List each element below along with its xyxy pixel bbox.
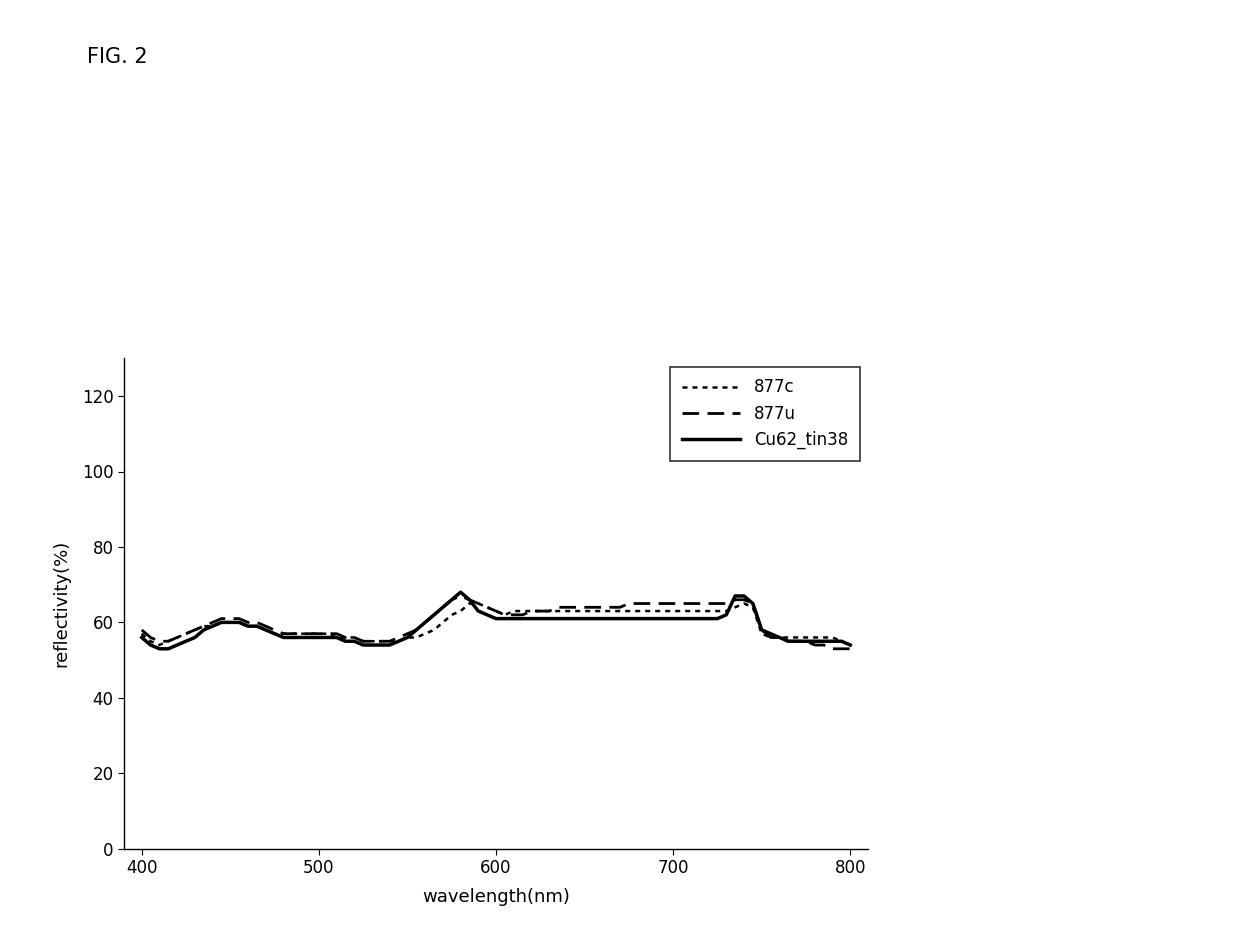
- 877u: [587, 602, 601, 613]
- Cu62_tin38: [728, 590, 743, 602]
- 877c: [763, 632, 777, 643]
- Cu62_tin38: [542, 613, 557, 624]
- 877c: [134, 628, 149, 639]
- Line: 877c: 877c: [141, 604, 851, 645]
- 877c: [843, 639, 858, 651]
- 877u: [825, 643, 839, 654]
- 877c: [153, 639, 167, 651]
- 877u: [781, 636, 796, 647]
- 877u: [666, 598, 681, 609]
- Cu62_tin38: [790, 636, 805, 647]
- Cu62_tin38: [763, 628, 777, 639]
- Cu62_tin38: [843, 639, 858, 651]
- 877c: [463, 598, 477, 609]
- Cu62_tin38: [153, 643, 167, 654]
- Legend: 877c, 877u, Cu62_tin38: 877c, 877u, Cu62_tin38: [671, 367, 859, 461]
- Cu62_tin38: [453, 587, 467, 598]
- 877u: [453, 590, 467, 602]
- 877u: [134, 624, 149, 636]
- Line: Cu62_tin38: Cu62_tin38: [141, 592, 851, 649]
- 877c: [790, 632, 805, 643]
- 877u: [843, 643, 858, 654]
- Line: 877u: 877u: [141, 596, 851, 649]
- 877c: [728, 602, 743, 613]
- 877c: [675, 605, 689, 617]
- Text: FIG. 2: FIG. 2: [87, 47, 148, 67]
- Cu62_tin38: [595, 613, 610, 624]
- X-axis label: wavelength(nm): wavelength(nm): [422, 888, 570, 906]
- Y-axis label: reflectivity(%): reflectivity(%): [53, 540, 71, 667]
- Cu62_tin38: [134, 632, 149, 643]
- 877c: [542, 605, 557, 617]
- Cu62_tin38: [675, 613, 689, 624]
- 877c: [595, 605, 610, 617]
- 877u: [533, 605, 548, 617]
- 877u: [719, 598, 734, 609]
- 877u: [754, 624, 769, 636]
